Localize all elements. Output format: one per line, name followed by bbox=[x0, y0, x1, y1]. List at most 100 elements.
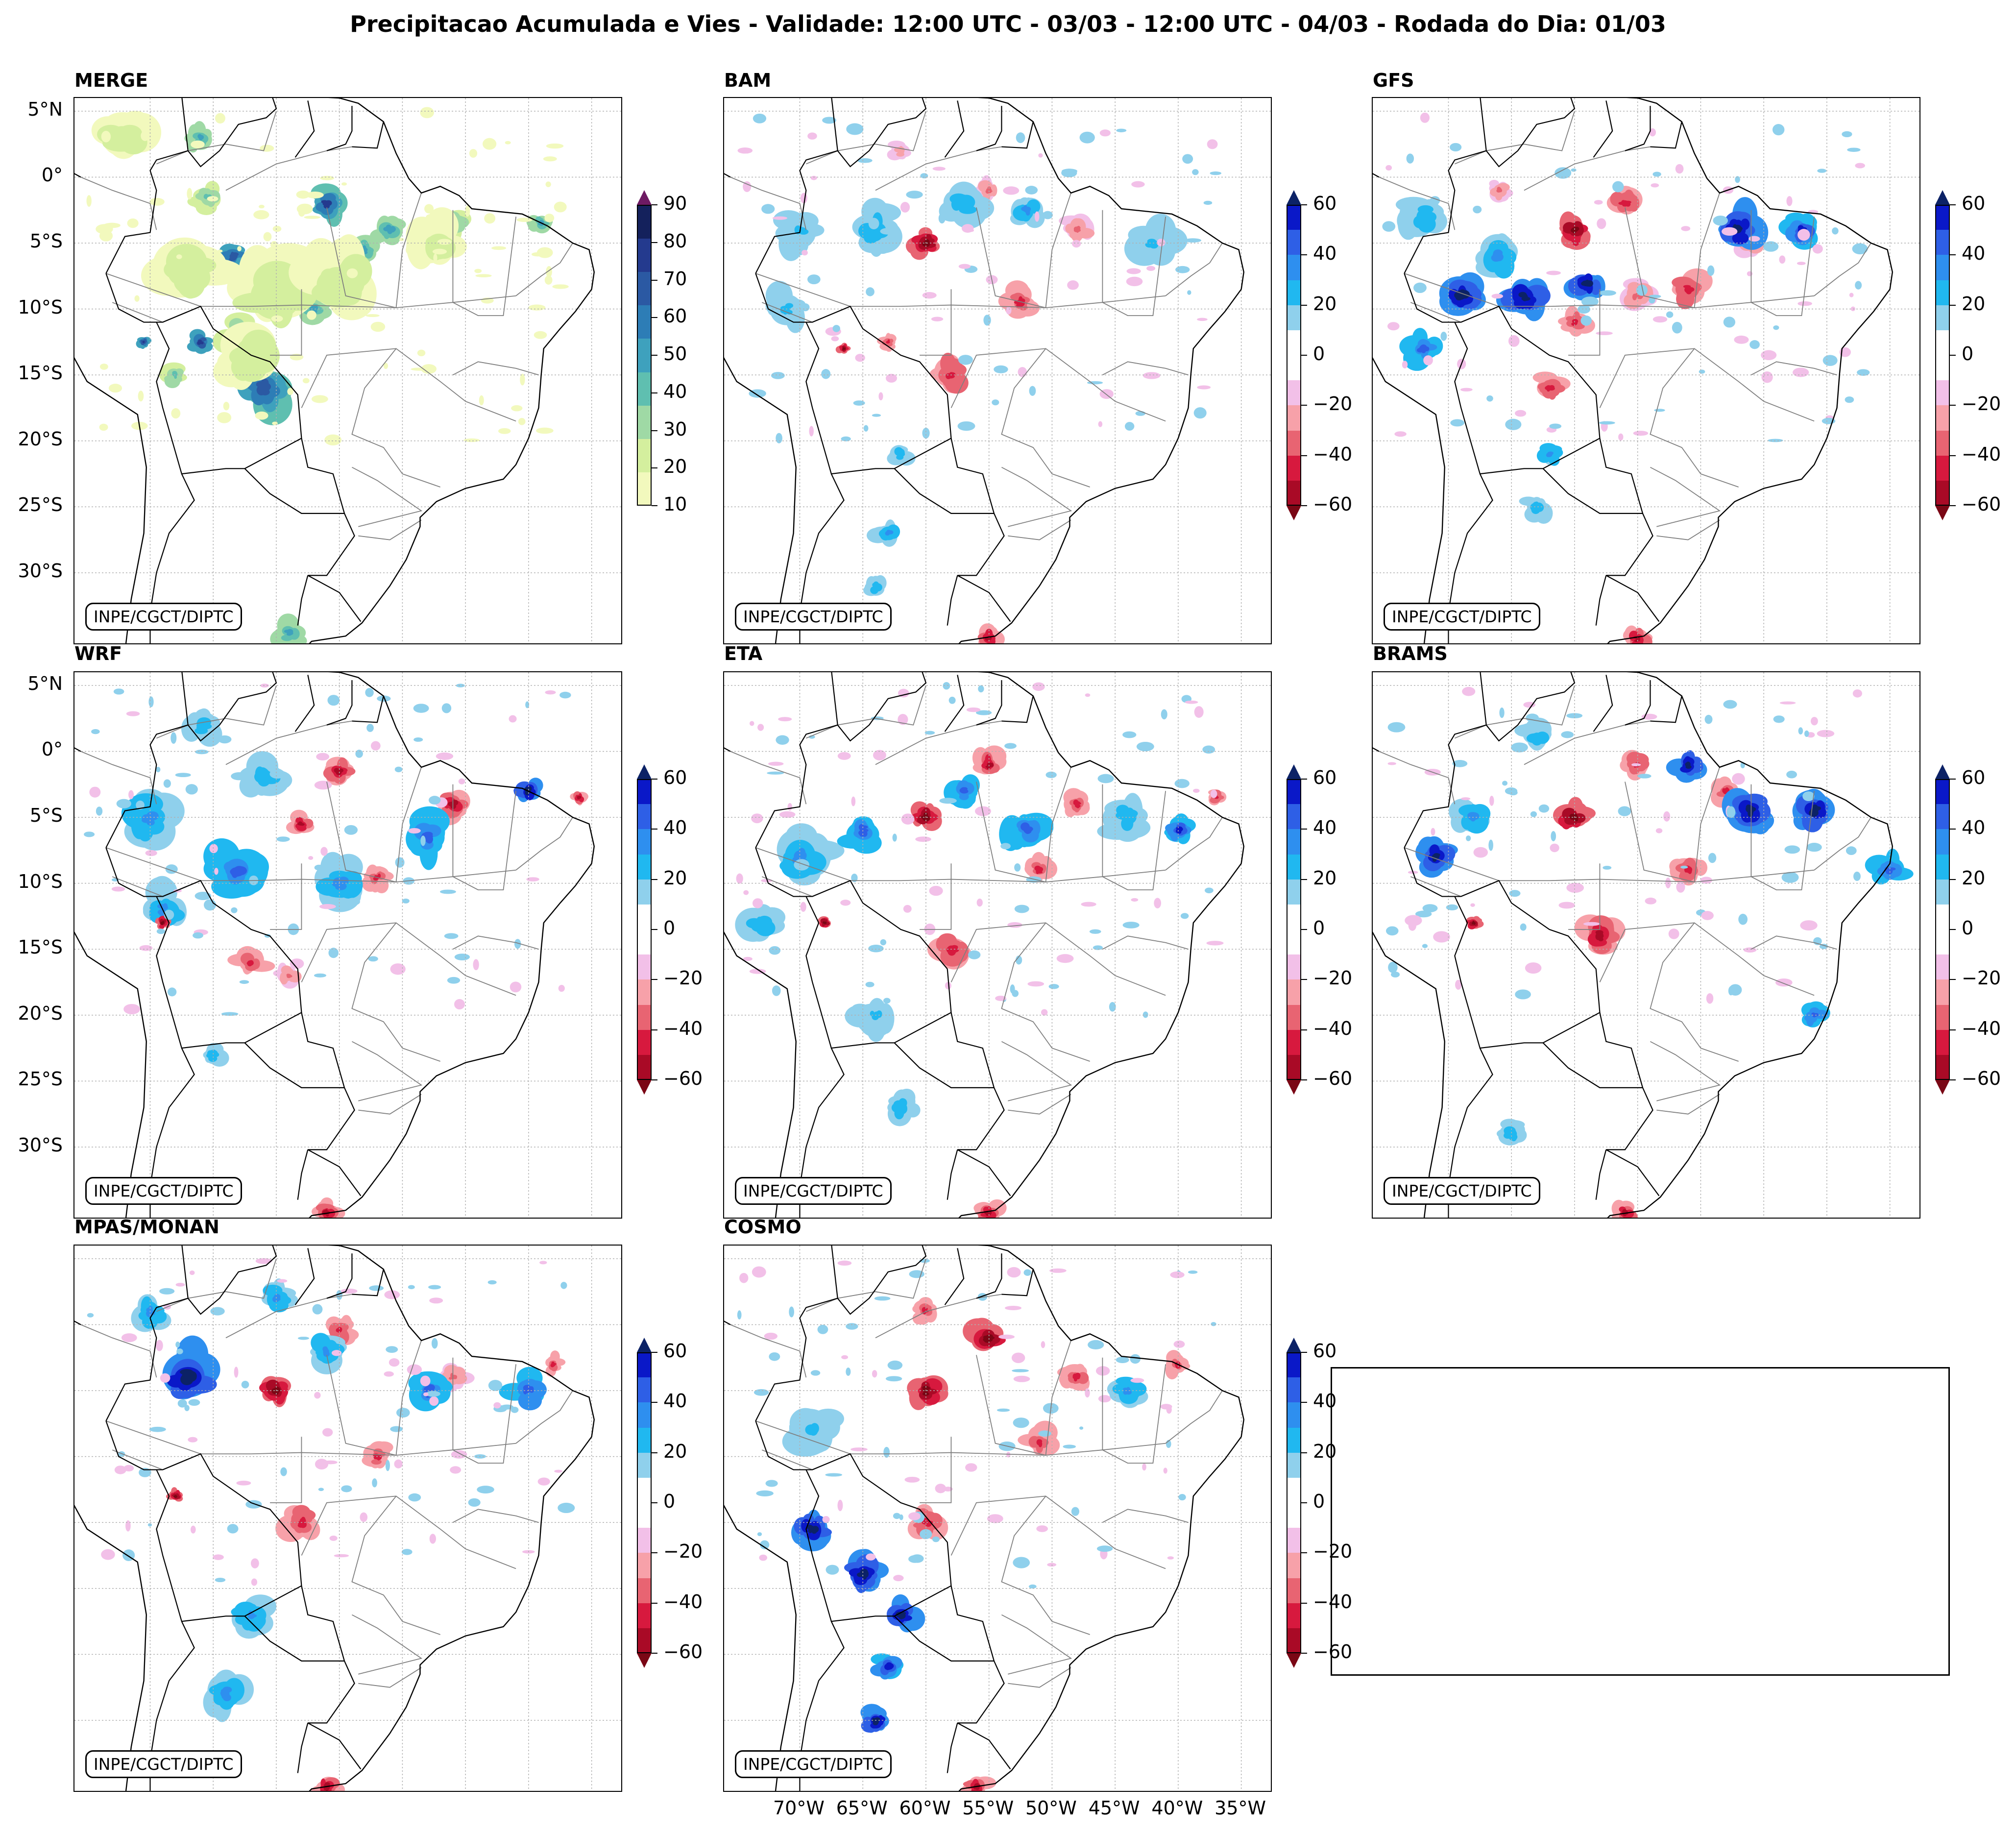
colorbar-segment bbox=[1287, 1004, 1301, 1030]
colorbar-tick-label: 60 bbox=[1301, 767, 1337, 788]
precip-speck bbox=[428, 1285, 441, 1290]
precip-patch bbox=[1684, 867, 1688, 873]
precip-speck bbox=[315, 1459, 329, 1470]
colorbar-tick-label: 20 bbox=[1301, 293, 1337, 315]
precip-patch bbox=[1746, 805, 1754, 813]
precip-speck bbox=[1701, 911, 1714, 920]
precip-speck bbox=[1394, 431, 1407, 437]
precip-speck bbox=[463, 438, 480, 442]
precip-speck bbox=[1583, 922, 1600, 926]
colorbar-under-arrow bbox=[1935, 1080, 1950, 1095]
precip-speck bbox=[1004, 1306, 1022, 1310]
precip-speck bbox=[1668, 929, 1679, 939]
precip-speck bbox=[1194, 706, 1204, 718]
precip-speck bbox=[251, 1578, 258, 1586]
precip-speck bbox=[456, 684, 465, 687]
precip-speck bbox=[1798, 727, 1803, 734]
precip-speck bbox=[1491, 293, 1504, 299]
country-borders bbox=[74, 672, 384, 1218]
precip-speck bbox=[908, 1512, 921, 1520]
colorbar-segment bbox=[1935, 1029, 1950, 1055]
state-borders bbox=[730, 685, 1223, 1115]
precip-speck bbox=[994, 365, 1008, 373]
precip-speck bbox=[207, 196, 219, 202]
colorbar-gfs bbox=[1935, 190, 1950, 520]
precip-speck bbox=[390, 1426, 403, 1432]
lat-label: 15°S bbox=[18, 362, 63, 384]
precip-patch bbox=[1521, 296, 1530, 301]
precip-speck bbox=[1006, 306, 1012, 315]
precip-speck bbox=[837, 752, 851, 760]
precip-patch bbox=[211, 1054, 215, 1057]
precip-speck bbox=[1812, 244, 1823, 254]
precip-speck bbox=[277, 1279, 288, 1283]
precip-speck bbox=[327, 695, 340, 706]
precip-speck bbox=[475, 274, 492, 277]
gridlines bbox=[74, 98, 621, 643]
precip-speck bbox=[1747, 271, 1753, 276]
precip-patch bbox=[311, 307, 317, 312]
precip-speck bbox=[539, 1261, 547, 1265]
precip-patch bbox=[922, 1520, 928, 1525]
precip-field bbox=[1385, 686, 1914, 1218]
precip-patch bbox=[1573, 320, 1578, 325]
colorbar-segment bbox=[1287, 804, 1301, 830]
precip-speck bbox=[1388, 961, 1398, 973]
precip-speck bbox=[149, 1426, 166, 1432]
precip-patch bbox=[812, 1528, 818, 1533]
precip-speck bbox=[408, 1493, 421, 1502]
precip-speck bbox=[866, 1553, 876, 1561]
colorbar-tick-label: 40 bbox=[651, 380, 687, 402]
coastline bbox=[74, 672, 595, 1218]
colorbar-tick-label: −20 bbox=[1301, 393, 1353, 415]
gridlines bbox=[724, 1246, 1271, 1791]
precip-speck bbox=[537, 1477, 550, 1486]
precip-speck bbox=[260, 145, 274, 152]
precip-speck bbox=[1130, 1378, 1144, 1383]
precip-speck bbox=[866, 287, 874, 296]
precip-speck bbox=[320, 175, 335, 180]
precip-speck bbox=[156, 767, 161, 773]
precip-speck bbox=[846, 123, 864, 135]
precip-speck bbox=[996, 1408, 1010, 1412]
colorbar-tick-label: 0 bbox=[1301, 343, 1325, 365]
precip-speck bbox=[1675, 164, 1684, 174]
precip-speck bbox=[1793, 367, 1809, 377]
precip-speck bbox=[1773, 715, 1785, 723]
precip-speck bbox=[218, 735, 232, 744]
precip-speck bbox=[1772, 124, 1785, 136]
precip-speck bbox=[175, 1283, 185, 1287]
precip-speck bbox=[458, 778, 465, 784]
precip-speck bbox=[1857, 369, 1870, 376]
precip-speck bbox=[1508, 335, 1520, 347]
precip-speck bbox=[1460, 388, 1473, 391]
precip-speck bbox=[395, 857, 405, 868]
precip-patch bbox=[899, 1614, 904, 1619]
credit-label: INPE/CGCT/DIPTC bbox=[85, 1750, 242, 1778]
precip-speck bbox=[134, 295, 140, 302]
precip-speck bbox=[1817, 730, 1835, 737]
precip-patch bbox=[872, 584, 877, 587]
precip-speck bbox=[1530, 811, 1537, 817]
precip-speck bbox=[957, 421, 975, 431]
colorbar-segment bbox=[1935, 779, 1950, 805]
colorbar-tick-label: 40 bbox=[1301, 243, 1337, 265]
precip-speck bbox=[1204, 887, 1214, 894]
precip-speck bbox=[193, 932, 203, 939]
precip-speck bbox=[1136, 741, 1154, 752]
precip-speck bbox=[778, 717, 792, 722]
colorbar-segment bbox=[637, 472, 652, 506]
precip-speck bbox=[1802, 791, 1815, 801]
precip-speck bbox=[236, 1480, 251, 1486]
precip-speck bbox=[1079, 1426, 1084, 1430]
precip-speck bbox=[407, 1364, 422, 1375]
precip-speck bbox=[411, 367, 429, 371]
precip-patch bbox=[1635, 637, 1640, 640]
colorbar-segment bbox=[637, 1528, 652, 1553]
precip-speck bbox=[101, 131, 111, 143]
precip-speck bbox=[155, 1340, 163, 1351]
precip-speck bbox=[1406, 153, 1414, 164]
precip-speck bbox=[108, 384, 122, 393]
precip-speck bbox=[1036, 1525, 1048, 1532]
colorbar-segment bbox=[1935, 305, 1950, 331]
